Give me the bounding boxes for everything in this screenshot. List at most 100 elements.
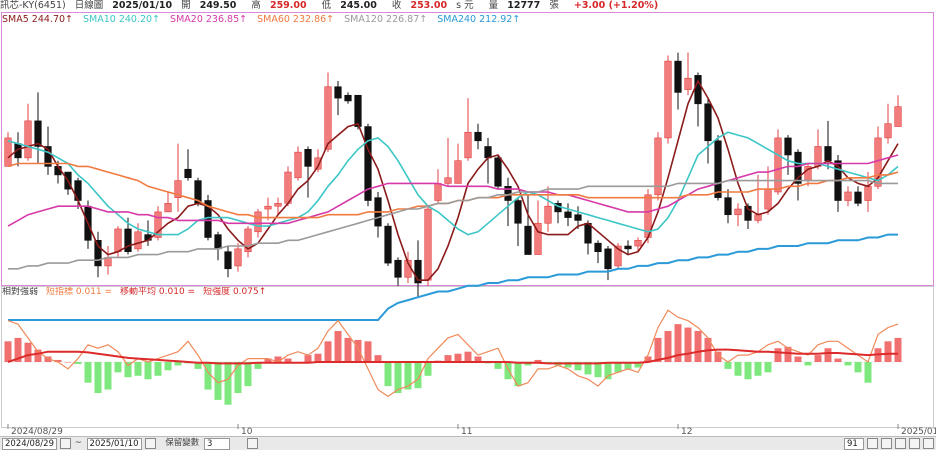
osc-histogram-bar <box>574 362 582 371</box>
osc-histogram-bar <box>254 362 262 369</box>
osc-histogram-bar <box>344 337 352 362</box>
osc-histogram-bar <box>134 362 142 376</box>
osc-histogram-bar <box>834 358 842 362</box>
fit-icon[interactable] <box>909 438 920 449</box>
candle-body <box>824 146 832 161</box>
candle-body <box>294 151 302 179</box>
candle-body <box>314 157 322 170</box>
osc-histogram-bar <box>314 353 322 362</box>
osc-histogram-bar <box>164 362 172 371</box>
candle-body <box>244 228 252 253</box>
x-tick-label: 10 <box>241 427 253 436</box>
osc-histogram-bar <box>324 341 332 362</box>
osc-histogram-bar <box>264 358 272 362</box>
osc-legend-entry-0: 相對強弱 <box>2 287 39 297</box>
osc-histogram-bar <box>334 331 342 362</box>
range-toolbar: 2024/08/29 ~ 2025/01/10 保留變數 3 91 <box>0 436 936 450</box>
osc-histogram-bar <box>754 362 762 376</box>
page-field[interactable]: 91 <box>844 438 864 450</box>
osc-histogram-bar <box>724 362 732 369</box>
zoom-out-icon[interactable] <box>881 438 892 449</box>
candle-body <box>684 77 692 90</box>
candle-body <box>344 94 352 102</box>
osc-histogram-bar <box>884 341 892 362</box>
osc-histogram-bar <box>194 362 202 369</box>
osc-histogram-bar <box>824 348 832 362</box>
candle-body <box>764 188 772 210</box>
candle-body <box>854 191 862 204</box>
candle-body <box>114 228 122 253</box>
osc-histogram-bar <box>614 362 622 373</box>
osc-legend-entry-2: 移動平均 0.010 = <box>120 287 196 297</box>
end-date-dropdown-icon[interactable] <box>144 438 156 449</box>
osc-histogram-bar <box>534 359 542 362</box>
candle-body <box>494 157 502 187</box>
candle-body <box>564 211 572 218</box>
candle-body <box>164 203 172 213</box>
osc-histogram-bar <box>174 362 182 366</box>
osc-histogram-bar <box>474 356 482 362</box>
candle-body <box>154 211 162 238</box>
candle-body <box>484 146 492 159</box>
high-value: 259.00 <box>269 0 307 11</box>
candle-body <box>714 140 722 198</box>
candle-body <box>184 168 192 179</box>
osc-histogram-bar <box>44 356 52 362</box>
osc-histogram-bar <box>104 362 112 390</box>
start-date-field[interactable]: 2024/08/29 <box>2 438 57 450</box>
osc-histogram-bar <box>274 356 282 362</box>
candle-body <box>724 197 732 216</box>
candle-body <box>464 131 472 159</box>
osc-histogram-bar <box>784 346 792 362</box>
osc-histogram-bar <box>114 362 122 373</box>
candle-body <box>414 259 422 284</box>
ma-legend-entry-4: SMA120 226.87↑ <box>344 14 428 25</box>
osc-histogram-bar <box>524 362 532 366</box>
scroll-left-icon[interactable] <box>246 438 258 449</box>
play-icon[interactable] <box>895 438 906 449</box>
osc-histogram-bar <box>234 362 242 393</box>
osc-histogram-bar <box>744 362 752 380</box>
candle-body <box>614 245 622 267</box>
osc-histogram-bar <box>664 331 672 362</box>
oscillator-legend: 相對強弱 短指標 0.011 = 移動平均 0.010 = 短強度 0.075↑ <box>2 286 274 298</box>
zoom-in-icon[interactable] <box>867 438 878 449</box>
osc-histogram-bar <box>634 362 642 368</box>
candle-body <box>624 245 632 250</box>
stock-name: 訊芯-KY(6451) <box>0 0 66 11</box>
osc-histogram-bar <box>714 351 722 362</box>
candle-body <box>284 171 292 204</box>
stock-chart[interactable]: 2024/08/29 10 11 12 2025/01 <box>0 0 936 436</box>
candle-body <box>524 225 532 255</box>
price-change: +3.00 (+1.20%) <box>573 0 659 11</box>
candle-body <box>594 242 602 253</box>
candle-body <box>34 120 42 147</box>
candle-body <box>354 94 362 127</box>
osc-histogram-bar <box>394 362 402 393</box>
osc-histogram-bar <box>204 362 212 390</box>
end-date-field[interactable]: 2025/01/10 <box>86 438 142 450</box>
osc-histogram-bar <box>464 351 472 362</box>
candle-body <box>774 137 782 193</box>
candle-body <box>894 106 902 127</box>
x-tick-label: 12 <box>681 427 692 436</box>
high-label: 高 <box>251 0 261 11</box>
ma-legend: SMA5 244.70↑ SMA10 240.20↑ SMA20 236.85↑ SM… <box>2 13 530 26</box>
osc-histogram-bar <box>34 349 42 362</box>
start-date-dropdown-icon[interactable] <box>60 438 71 449</box>
candle-body <box>574 214 582 221</box>
candle-body <box>334 86 342 99</box>
osc-histogram-bar <box>4 341 12 362</box>
series-line-sma120 <box>8 179 898 270</box>
settings-icon[interactable] <box>923 438 934 449</box>
osc-histogram-bar <box>144 362 152 380</box>
quote-date: 2025/01/10 <box>112 0 173 11</box>
osc-histogram-bar <box>844 362 852 366</box>
osc-histogram-bar <box>154 362 162 376</box>
ma-legend-entry-2: SMA20 236.85↑ <box>170 14 248 25</box>
candle-body <box>534 222 542 255</box>
ma-legend-entry-5: SMA240 212.92↑ <box>437 14 521 25</box>
keep-variable-field[interactable]: 3 <box>203 438 230 450</box>
chart-period: 日線圖 <box>74 0 104 11</box>
osc-histogram-bar <box>54 359 62 362</box>
